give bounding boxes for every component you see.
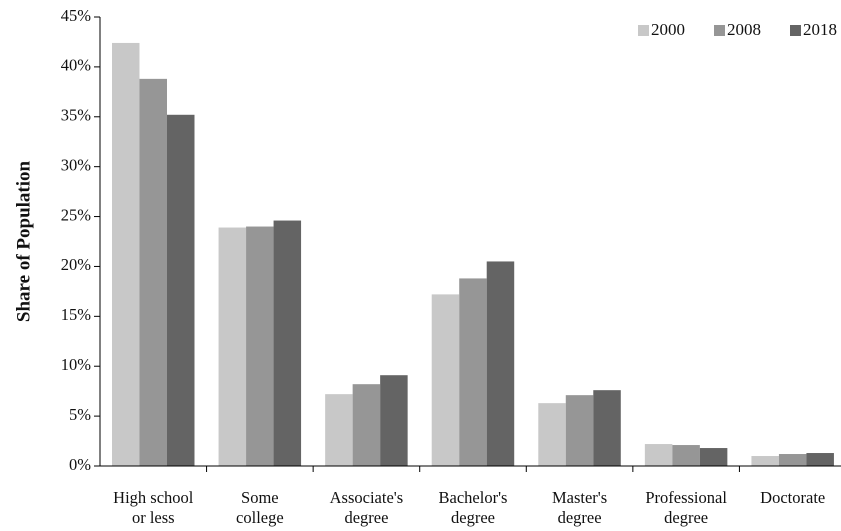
legend-swatch-2008: [714, 25, 725, 36]
bar-2000-0: [112, 42, 140, 466]
bar-2000-3: [431, 294, 460, 466]
bar-2008-1: [246, 226, 274, 466]
legend-label-2000: 2000: [651, 20, 685, 39]
y-tick-label: 25%: [61, 205, 92, 224]
axes: [99, 17, 841, 472]
legend-label-2018: 2018: [803, 20, 837, 39]
y-tick-label: 30%: [61, 155, 92, 174]
x-category-label: Some college: [236, 488, 284, 527]
bar-2000-4: [538, 403, 566, 466]
bar-2000-1: [218, 227, 247, 466]
legend-label-2008: 2008: [727, 20, 761, 39]
bar-2000-2: [325, 394, 353, 466]
bar-2008-5: [672, 445, 700, 466]
x-category-label: Master's degree: [552, 488, 607, 527]
bar-2008-6: [778, 454, 807, 466]
y-tick-label: 0%: [69, 455, 91, 474]
y-axis-label: Share of Population: [13, 160, 34, 322]
y-tick-label: 10%: [61, 355, 92, 374]
y-tick-label: 45%: [61, 6, 92, 25]
legend-swatch-2000: [638, 25, 649, 36]
bar-2000-6: [751, 456, 779, 466]
x-category-label: Doctorate: [760, 488, 825, 507]
y-tick-label: 40%: [61, 56, 92, 75]
bar-2008-2: [352, 384, 381, 466]
x-category-label: Associate's degree: [330, 488, 404, 527]
y-tick-label: 20%: [61, 255, 92, 274]
y-tick-label: 15%: [61, 305, 92, 324]
bar-2018-1: [273, 220, 302, 466]
bar-2018-3: [486, 261, 515, 466]
y-tick-label: 5%: [69, 405, 91, 424]
bars: [112, 42, 834, 467]
bar-2018-5: [699, 448, 728, 466]
bar-2000-5: [644, 444, 673, 466]
bar-2018-0: [167, 114, 195, 466]
bar-2018-4: [593, 390, 621, 466]
y-tick-label: 35%: [61, 106, 92, 125]
x-category-label: Bachelor's degree: [439, 488, 508, 527]
x-category-label: Professional degree: [645, 488, 727, 527]
x-category-label: High school or less: [113, 488, 194, 527]
legend: 2000 2008 2018: [638, 20, 837, 39]
y-axis-ticks: 0% 5% 10% 15% 20% 25% 30% 35% 40% 45%: [61, 6, 100, 474]
bar-2008-4: [565, 395, 594, 466]
legend-swatch-2018: [790, 25, 801, 36]
x-axis-category-labels: High school or less Some college Associate's…: [113, 488, 825, 527]
bar-2018-2: [380, 375, 408, 466]
bar-2008-0: [139, 78, 167, 467]
bar-2008-3: [459, 278, 487, 466]
bar-2018-6: [806, 453, 834, 466]
